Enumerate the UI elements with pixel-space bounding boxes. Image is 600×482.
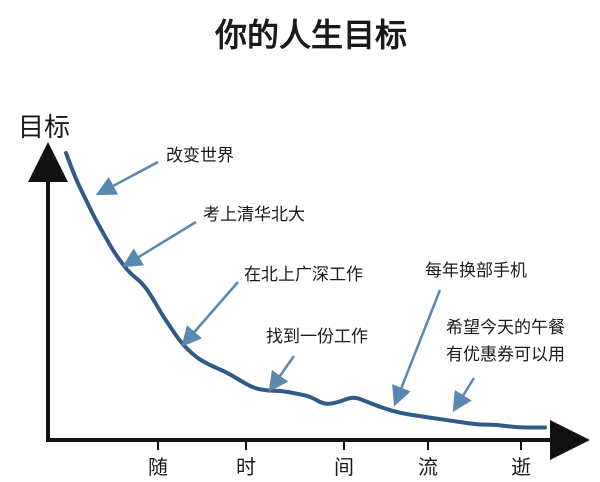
annotation-label: 在北上广深工作 bbox=[244, 265, 363, 285]
axes bbox=[28, 142, 590, 460]
annotation-label: 找到一份工作 bbox=[266, 327, 368, 347]
annotation-label: 希望今天的午餐 bbox=[446, 318, 565, 338]
series-layer bbox=[64, 151, 547, 430]
annotation-arrow bbox=[95, 160, 159, 196]
x-tick-label: 逝 bbox=[511, 455, 531, 479]
annotation-label: 每年换部手机 bbox=[425, 261, 527, 281]
annotation-arrow bbox=[121, 220, 197, 268]
annotation-arrow bbox=[181, 281, 239, 347]
x-tick-label: 流 bbox=[418, 455, 438, 479]
series-line bbox=[64, 151, 547, 430]
x-ticks: 随时间流逝 bbox=[148, 440, 531, 479]
annotation-label: 有优惠券可以用 bbox=[446, 345, 565, 365]
chart-title: 你的人生目标 bbox=[214, 16, 407, 54]
annotation-label: 考上清华北大 bbox=[203, 205, 305, 225]
annotation-arrow bbox=[392, 289, 442, 407]
x-tick-label: 随 bbox=[148, 455, 168, 479]
x-tick-label: 时 bbox=[236, 455, 256, 479]
annotation-arrow bbox=[268, 355, 296, 393]
y-axis-label: 目标 bbox=[18, 113, 70, 143]
annotation-arrow bbox=[452, 377, 476, 413]
x-tick-label: 间 bbox=[334, 455, 354, 479]
annotation-label: 改变世界 bbox=[166, 146, 234, 166]
